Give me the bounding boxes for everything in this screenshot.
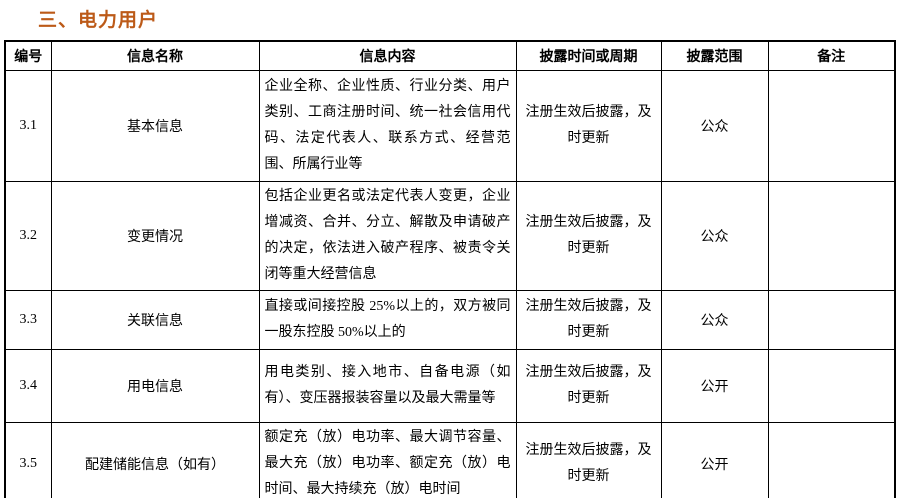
cell-info-name: 变更情况 — [50, 181, 260, 291]
cell-info-content: 用电类别、接入地市、自备电源（如有）、变压器报装容量以及最大需量等 — [258, 349, 517, 423]
cell-disclosure-time: 注册生效后披露，及时更新 — [515, 290, 662, 350]
cell-disclosure-time: 注册生效后披露，及时更新 — [515, 349, 662, 423]
cell-number: 3.3 — [4, 290, 52, 350]
cell-remark — [767, 290, 896, 350]
cell-number: 3.2 — [4, 181, 52, 291]
disclosure-info-table: 编号 信息名称 信息内容 披露时间或周期 披露范围 备注 3.1 基本信息 企业… — [4, 40, 896, 498]
table-row: 3.5 配建储能信息（如有） 额定充（放）电功率、最大调节容量、最大充（放）电功… — [4, 422, 896, 498]
cell-remark — [767, 349, 896, 423]
cell-info-content: 包括企业更名或法定代表人变更，企业增减资、合并、分立、解散及申请破产的决定，依法… — [258, 181, 517, 291]
cell-number: 3.5 — [4, 422, 52, 498]
cell-info-content: 直接或间接控股 25%以上的，双方被同一股东控股 50%以上的 — [258, 290, 517, 350]
header-info-content: 信息内容 — [258, 40, 517, 71]
cell-info-name: 用电信息 — [50, 349, 260, 423]
cell-info-name: 基本信息 — [50, 70, 260, 182]
header-remark: 备注 — [767, 40, 896, 71]
cell-info-content: 企业全称、企业性质、行业分类、用户类别、工商注册时间、统一社会信用代码、法定代表… — [258, 70, 517, 182]
header-disclosure-time: 披露时间或周期 — [515, 40, 662, 71]
cell-number: 3.4 — [4, 349, 52, 423]
cell-info-name: 配建储能信息（如有） — [50, 422, 260, 498]
header-number: 编号 — [4, 40, 52, 71]
table-row: 3.1 基本信息 企业全称、企业性质、行业分类、用户类别、工商注册时间、统一社会… — [4, 70, 896, 182]
table-row: 3.2 变更情况 包括企业更名或法定代表人变更，企业增减资、合并、分立、解散及申… — [4, 181, 896, 291]
cell-remark — [767, 181, 896, 291]
cell-info-content: 额定充（放）电功率、最大调节容量、最大充（放）电功率、额定充（放）电时间、最大持… — [258, 422, 517, 498]
cell-disclosure-scope: 公开 — [660, 422, 769, 498]
page-title: 三、电力用户 — [38, 10, 159, 31]
cell-disclosure-time: 注册生效后披露，及时更新 — [515, 181, 662, 291]
cell-disclosure-time: 注册生效后披露，及时更新 — [515, 70, 662, 182]
table-header-row: 编号 信息名称 信息内容 披露时间或周期 披露范围 备注 — [4, 40, 896, 71]
header-info-name: 信息名称 — [50, 40, 260, 71]
cell-disclosure-scope: 公众 — [660, 70, 769, 182]
cell-disclosure-scope: 公开 — [660, 349, 769, 423]
cell-info-name: 关联信息 — [50, 290, 260, 350]
header-disclosure-scope: 披露范围 — [660, 40, 769, 71]
cell-remark — [767, 422, 896, 498]
cell-disclosure-scope: 公众 — [660, 290, 769, 350]
table-row: 3.3 关联信息 直接或间接控股 25%以上的，双方被同一股东控股 50%以上的… — [4, 290, 896, 350]
cell-number: 3.1 — [4, 70, 52, 182]
cell-disclosure-scope: 公众 — [660, 181, 769, 291]
cell-remark — [767, 70, 896, 182]
table-row: 3.4 用电信息 用电类别、接入地市、自备电源（如有）、变压器报装容量以及最大需… — [4, 349, 896, 423]
cell-disclosure-time: 注册生效后披露，及时更新 — [515, 422, 662, 498]
